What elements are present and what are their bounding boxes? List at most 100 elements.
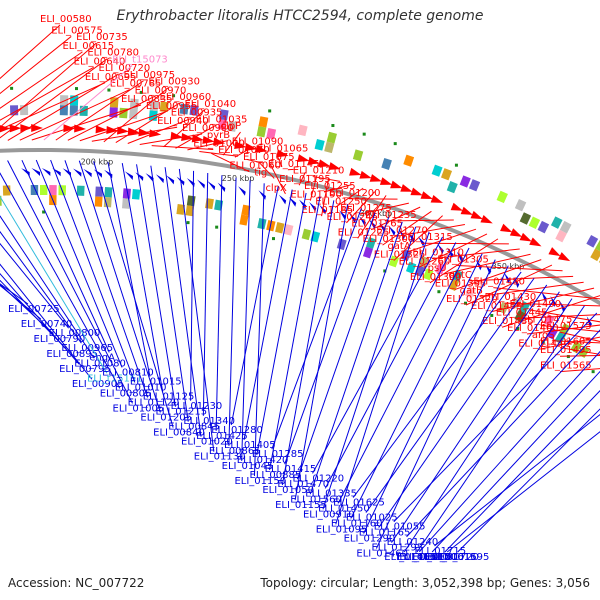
label-connector [391, 291, 560, 543]
forward-gene-arrow [328, 162, 341, 170]
forward-gene-arrow [519, 232, 532, 242]
gene-label: ELI_01055 [374, 522, 426, 533]
reverse-gene-arrow [359, 216, 366, 227]
forward-gene-arrow [95, 125, 108, 134]
label-connector [150, 165, 189, 422]
feature-track-block [257, 218, 267, 230]
gene-label: ELI_01610 [397, 552, 449, 563]
label-connector [515, 314, 600, 320]
feature-track-block [283, 224, 294, 236]
label-connector [335, 231, 430, 525]
gene-label: ELI_01150 [234, 476, 286, 487]
gene-label: ELI_01065 [257, 143, 309, 154]
gene-label: ELI_01285 [252, 449, 304, 460]
reverse-gene-arrow [238, 186, 246, 196]
rna-marker [437, 290, 441, 294]
feature-track-block [205, 198, 214, 210]
gene-label: ELI_01195 [279, 174, 331, 185]
label-connector [107, 162, 151, 377]
label-connector [234, 147, 253, 158]
label-connector [346, 191, 376, 224]
feature-track-block [586, 234, 599, 248]
feature-track-block [498, 301, 510, 314]
label-connector [21, 159, 110, 353]
forward-gene-arrow [400, 184, 413, 192]
gene-label: ELI_01060 [229, 161, 281, 172]
feature-track-block [422, 268, 434, 281]
forward-gene-arrow [379, 177, 393, 185]
gene-label: ELI_01160 [331, 518, 383, 529]
label-connector [103, 87, 169, 143]
label-connector [151, 145, 214, 150]
reverse-gene-arrow [586, 316, 592, 328]
gene-label: ELI_01495 [540, 345, 592, 356]
forward-gene-arrow [297, 154, 310, 162]
label-connector [504, 302, 600, 307]
gene-label: ELI_01035 [196, 114, 248, 125]
label-connector [210, 152, 250, 173]
gene-label: ELI_01445 [496, 308, 548, 319]
gene-label: ELI_00780 [87, 48, 139, 59]
gene-label: ELI_00975 [123, 70, 175, 81]
label-connector [371, 206, 421, 231]
label-connector [0, 36, 72, 95]
gene-label: ELI_01335 [305, 488, 357, 499]
forward-gene-arrow [500, 223, 513, 233]
label-connector [115, 102, 180, 144]
gene-label: ELI_00910 [303, 509, 355, 520]
reverse-gene-arrow [418, 236, 425, 247]
gene-label: ELI_01215 [155, 407, 207, 418]
gene-label: ELI_00615 [62, 41, 114, 52]
gene-label: ELI_01465 [384, 552, 436, 563]
forward-gene-arrow [430, 194, 444, 203]
label-connector [7, 160, 133, 404]
gene-label: ELI_00695 [85, 72, 137, 83]
feature-track-block [131, 189, 141, 200]
forward-gene-arrow [244, 143, 257, 151]
label-connector [418, 350, 600, 553]
label-connector [199, 151, 239, 157]
forward-gene-arrow [202, 135, 215, 144]
reverse-gene-arrow [309, 201, 317, 212]
label-connector [256, 192, 307, 456]
reverse-gene-arrow [388, 225, 396, 237]
feature-track-block [595, 239, 600, 252]
gene-label: ELI_01040 [184, 99, 236, 110]
label-connector [294, 204, 349, 501]
label-connector [454, 259, 542, 291]
label-connector [393, 312, 598, 523]
gene-label: ELI_01000 [193, 138, 245, 149]
label-connector [352, 271, 522, 498]
gene-label: engA [89, 352, 115, 363]
label-connector [0, 215, 95, 359]
gene-label: ELI_01455 [471, 301, 523, 312]
gene-label: ELI_00930 [148, 77, 200, 88]
summary-text: Topology: circular; Length: 3,052,398 bp… [260, 576, 590, 590]
label-connector [312, 176, 341, 182]
rna-marker [490, 313, 494, 317]
forward-gene-arrow [480, 215, 493, 224]
rna-marker [454, 163, 458, 167]
gene-label: ELI_01250 [315, 196, 367, 207]
forward-gene-arrow [349, 167, 362, 176]
label-connector [312, 236, 443, 474]
feature-track-block [275, 222, 285, 234]
label-connector [457, 408, 600, 553]
label-connector [334, 187, 364, 208]
label-connector [479, 281, 584, 297]
gene-label: ELI_01220 [293, 473, 345, 484]
label-connector [64, 160, 149, 398]
label-connector [444, 390, 600, 553]
reverse-gene-arrow [83, 168, 92, 178]
gene-label: ELI_00885 [250, 470, 302, 481]
feature-track-block [514, 198, 527, 212]
label-connector [269, 196, 321, 471]
gene-label: ELI_01420 [237, 455, 289, 466]
label-connector [493, 287, 600, 300]
gene-label: ELI_01695 [438, 552, 490, 563]
label-connector [163, 109, 205, 148]
label-connector [429, 238, 499, 284]
feature-track-block [121, 198, 131, 209]
